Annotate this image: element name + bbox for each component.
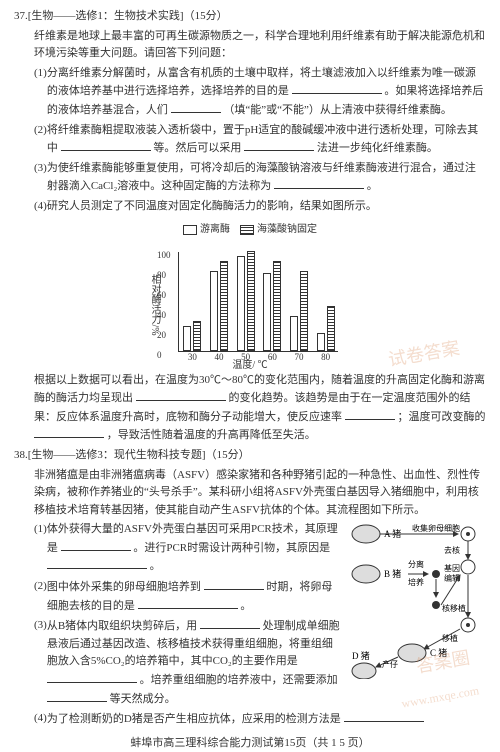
q38-2-text: 图中体外采集的卵母细胞培养到 时期，将卵母细胞去核的目的是 。	[47, 578, 340, 615]
label-gene: 基因	[444, 563, 460, 573]
label-collect-egg: 收集卵母细胞	[412, 523, 460, 533]
q37-1-text: 分离纤维素分解菌时，从富含有机质的土壤中取样，将土壤滤液加入以纤维素为唯一碳源的…	[47, 65, 486, 120]
q38-2-num: (2)	[34, 578, 47, 615]
q37-number: 37.	[14, 8, 28, 26]
blank	[244, 139, 314, 151]
blank	[136, 389, 226, 401]
legend-fixed-enzyme: 海藻酸钠固定	[240, 222, 317, 238]
q38-tag: [生物——选修3：现代生物科技专题]（15分）	[28, 447, 250, 465]
q37-3-num: (3)	[34, 160, 47, 196]
legend-free-enzyme: 游离酶	[183, 222, 230, 238]
blank	[204, 578, 264, 590]
label-nucmove: 核移植	[442, 603, 466, 613]
label-denucleate: 去核	[444, 545, 460, 555]
blank	[292, 82, 382, 94]
q38-3-text: 从B猪体内取组织块剪碎后，用 处理制成单细胞悬液后通过基因改造、核移植技术获得重…	[47, 617, 340, 708]
blank	[200, 617, 260, 629]
node-d-pig: D 猪	[352, 650, 370, 661]
q37-tag: [生物——选修1：生物技术实践]（15分）	[28, 8, 228, 26]
label-split: 分离	[408, 559, 424, 569]
q38-3-num: (3)	[34, 617, 47, 708]
q37-intro: 纤维素是地球上最丰富的可再生碳源物质之一，科学合理地利用纤维素有助于解决能源危机…	[14, 28, 486, 63]
question-37: 37. [生物——选修1：生物技术实践]（15分） 纤维素是地球上最丰富的可再生…	[14, 8, 486, 445]
q38-1-num: (1)	[34, 521, 47, 576]
enzyme-activity-chart: 游离酶 海藻酸钠固定 相对酶活力/% 020406080100304050607…	[140, 222, 360, 370]
q38-4-num: (4)	[34, 710, 47, 729]
q37-4-num: (4)	[34, 198, 47, 216]
blank	[171, 101, 221, 113]
q37-1-num: (1)	[34, 65, 47, 120]
q37-3-text: 为使纤维素酶能够重复使用，可将冷却后的海藻酸钠溶液与纤维素酶液进行混合，通过注射…	[47, 160, 486, 196]
q38-intro: 非洲猪瘟是由非洲猪瘟病毒（ASFV）感染家猪和各种野猪引起的一种急性、出血性、烈…	[14, 467, 486, 520]
blank	[61, 139, 151, 151]
q37-2-text: 将纤维素酶粗提取液装入透析袋中，置于pH适宜的酸碱缓冲液中进行透析处理，可除去其…	[47, 122, 486, 158]
q37-after-chart: 根据以上数据可以看出，在温度为30℃～80℃的变化范围内，随着温度的升高固定化酶…	[14, 372, 486, 445]
q37-4-text: 研究人员测定了不同温度对固定化酶酶活力的影响，结果如图所示。	[47, 198, 486, 216]
chart-ylabel: 相对酶活力/%	[146, 274, 162, 335]
chart-plot-area: 020406080100304050607080	[178, 252, 338, 352]
node-b-pig: B 猪	[384, 568, 401, 579]
blank	[274, 177, 364, 189]
blank	[34, 426, 104, 438]
blank	[47, 690, 107, 702]
legend-swatch-fill	[240, 225, 254, 235]
blank	[344, 710, 424, 722]
q38-4-text: 为了检测断奶的D猪是否产生相应抗体，应采用的检测方法是	[47, 710, 486, 729]
node-c-pig: C 猪	[430, 647, 447, 658]
blank	[345, 408, 395, 420]
page-footer: 蚌埠市高三理科综合能力测试第15页（共 1 5 页）	[14, 735, 486, 752]
blank	[47, 671, 137, 683]
question-38: 38. [生物——选修3：现代生物科技专题]（15分） 非洲猪瘟是由非洲猪瘟病毒…	[14, 447, 486, 729]
chart-xlabel: 温度/ ℃	[232, 358, 267, 374]
flow-diagram: A 猪 收集卵母细胞 去核 B 猪 分离 培养 基因 编辑 核移植 移植 C 猪	[346, 519, 486, 679]
blank	[47, 557, 147, 569]
blank	[61, 539, 131, 551]
q38-number: 38.	[14, 447, 28, 465]
blank	[138, 597, 238, 609]
diagram-svg: A 猪 收集卵母细胞 去核 B 猪 分离 培养 基因 编辑 核移植 移植 C 猪	[346, 519, 486, 679]
q38-1-text: 体外获得大量的ASFV外壳蛋白基因可采用PCR技术，其原理是 。进行PCR时需设…	[47, 521, 340, 576]
label-culture: 培养	[408, 577, 424, 587]
legend-swatch-open	[183, 225, 197, 235]
q37-2-num: (2)	[34, 122, 47, 158]
